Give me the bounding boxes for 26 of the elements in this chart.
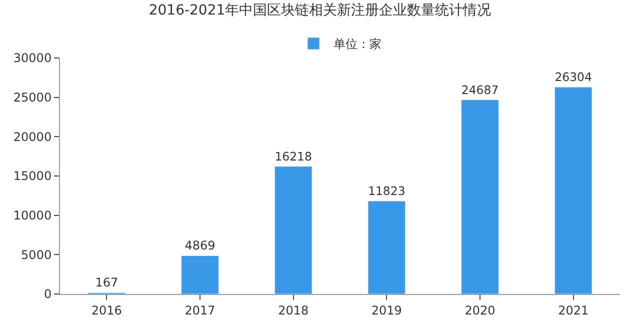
y-tick-label: 20000 <box>13 130 52 144</box>
data-label: 11823 <box>368 184 406 198</box>
bar <box>368 200 406 294</box>
x-tick-label: 2021 <box>558 303 589 318</box>
x-tick-label: 2020 <box>464 303 496 318</box>
legend-label: 单位：家 <box>334 37 382 52</box>
data-label: 16218 <box>274 149 312 164</box>
x-tick-label: 2016 <box>91 303 122 318</box>
bar <box>461 100 499 294</box>
y-tick-label: 5000 <box>21 248 52 262</box>
bar <box>274 166 312 294</box>
y-tick-label: 25000 <box>13 90 52 105</box>
y-tick-label: 0 <box>44 287 52 302</box>
y-tick-label: 10000 <box>13 208 52 223</box>
x-tick-label: 2019 <box>371 303 402 318</box>
data-label: 26304 <box>554 70 592 84</box>
bar <box>554 86 592 294</box>
bar <box>181 255 219 294</box>
y-tick-label: 30000 <box>13 51 52 66</box>
x-tick-label: 2018 <box>278 303 309 318</box>
chart-title: 2016-2021年中国区块链相关新注册企业数量统计情况 <box>148 2 492 19</box>
data-label: 24687 <box>461 82 499 97</box>
x-tick-label: 2017 <box>184 303 216 318</box>
y-tick-label: 15000 <box>13 169 52 184</box>
data-label: 167 <box>95 276 118 290</box>
data-label: 4869 <box>184 238 216 253</box>
